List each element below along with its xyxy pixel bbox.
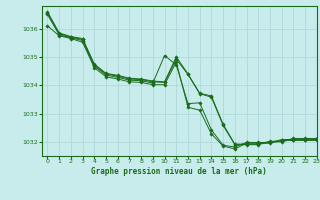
X-axis label: Graphe pression niveau de la mer (hPa): Graphe pression niveau de la mer (hPa) xyxy=(91,167,267,176)
